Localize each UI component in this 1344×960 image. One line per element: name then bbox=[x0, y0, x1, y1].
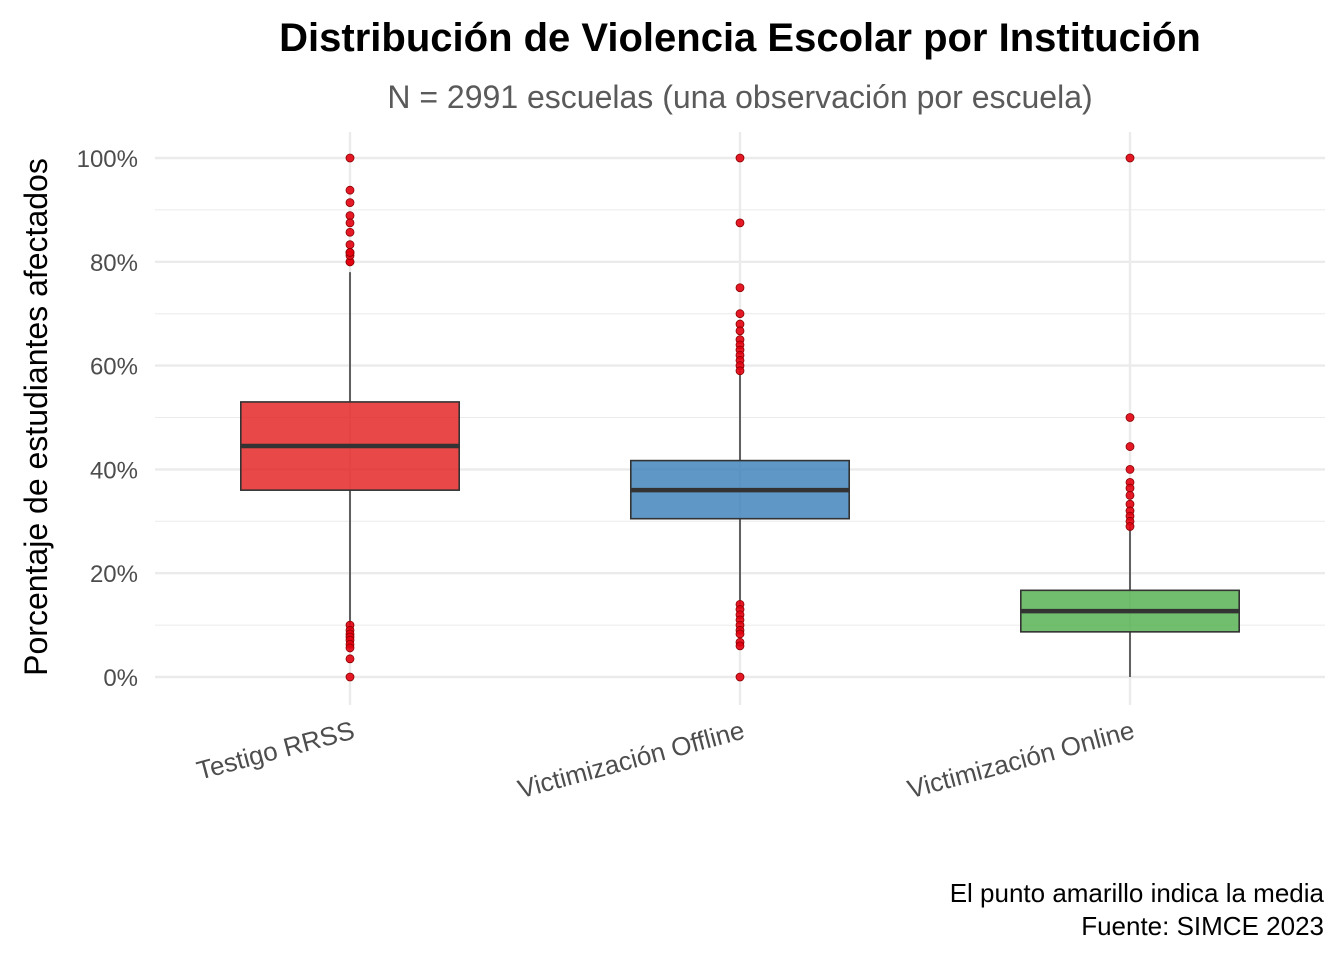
outlier-point bbox=[345, 654, 355, 664]
outlier-point bbox=[735, 672, 745, 682]
y-tick-label: 0% bbox=[103, 665, 138, 692]
outlier-point bbox=[735, 366, 745, 376]
outlier-point bbox=[735, 309, 745, 319]
outlier-point bbox=[735, 629, 745, 639]
y-tick-label: 100% bbox=[77, 146, 138, 173]
outlier-point bbox=[735, 641, 745, 651]
boxplot-victimizaci-n-offline bbox=[629, 153, 850, 682]
outlier-point bbox=[735, 218, 745, 228]
outlier-point bbox=[1125, 464, 1135, 474]
boxplots bbox=[240, 153, 1240, 682]
y-tick-label: 80% bbox=[90, 250, 138, 277]
y-axis-ticks: 0% 20% 40% 60% 80% 100% bbox=[77, 146, 138, 692]
chart-subtitle: N = 2991 escuelas (una observación por e… bbox=[387, 79, 1092, 115]
outlier-point bbox=[735, 326, 745, 336]
outlier-point bbox=[1125, 522, 1135, 531]
outlier-point bbox=[345, 211, 355, 221]
caption-line-2: Fuente: SIMCE 2023 bbox=[1081, 911, 1324, 941]
outlier-point bbox=[735, 153, 745, 163]
boxplot-victimizaci-n-online bbox=[1019, 153, 1240, 677]
caption-line-1: El punto amarillo indica la media bbox=[950, 878, 1325, 908]
x-tick-label: Victimización Online bbox=[904, 715, 1137, 804]
outlier-point bbox=[345, 198, 355, 208]
y-tick-label: 40% bbox=[90, 457, 138, 484]
outlier-point bbox=[345, 248, 355, 257]
outlier-point bbox=[1125, 153, 1135, 163]
outlier-point bbox=[1125, 490, 1135, 500]
outlier-point bbox=[345, 643, 355, 653]
x-tick-label: Victimización Offline bbox=[515, 715, 748, 804]
outlier-point bbox=[345, 672, 355, 682]
y-tick-label: 60% bbox=[90, 354, 138, 381]
x-axis-ticks: Testigo RRSS Victimización Offline Victimi… bbox=[193, 715, 1137, 804]
y-tick-label: 20% bbox=[90, 561, 138, 588]
chart-title: Distribución de Violencia Escolar por In… bbox=[279, 16, 1201, 60]
outlier-point bbox=[345, 185, 355, 195]
outlier-point bbox=[345, 218, 355, 228]
boxplot-testigo-rrss bbox=[240, 153, 460, 682]
outlier-point bbox=[345, 153, 355, 163]
y-axis-label: Porcentaje de estudiantes afectados bbox=[18, 158, 54, 676]
outlier-point bbox=[1125, 483, 1135, 493]
outlier-point bbox=[1125, 413, 1135, 422]
outlier-point bbox=[345, 240, 355, 250]
x-tick-label: Testigo RRSS bbox=[193, 715, 357, 786]
outlier-point bbox=[345, 227, 355, 237]
outlier-point bbox=[735, 283, 745, 293]
outlier-point bbox=[1125, 442, 1135, 451]
